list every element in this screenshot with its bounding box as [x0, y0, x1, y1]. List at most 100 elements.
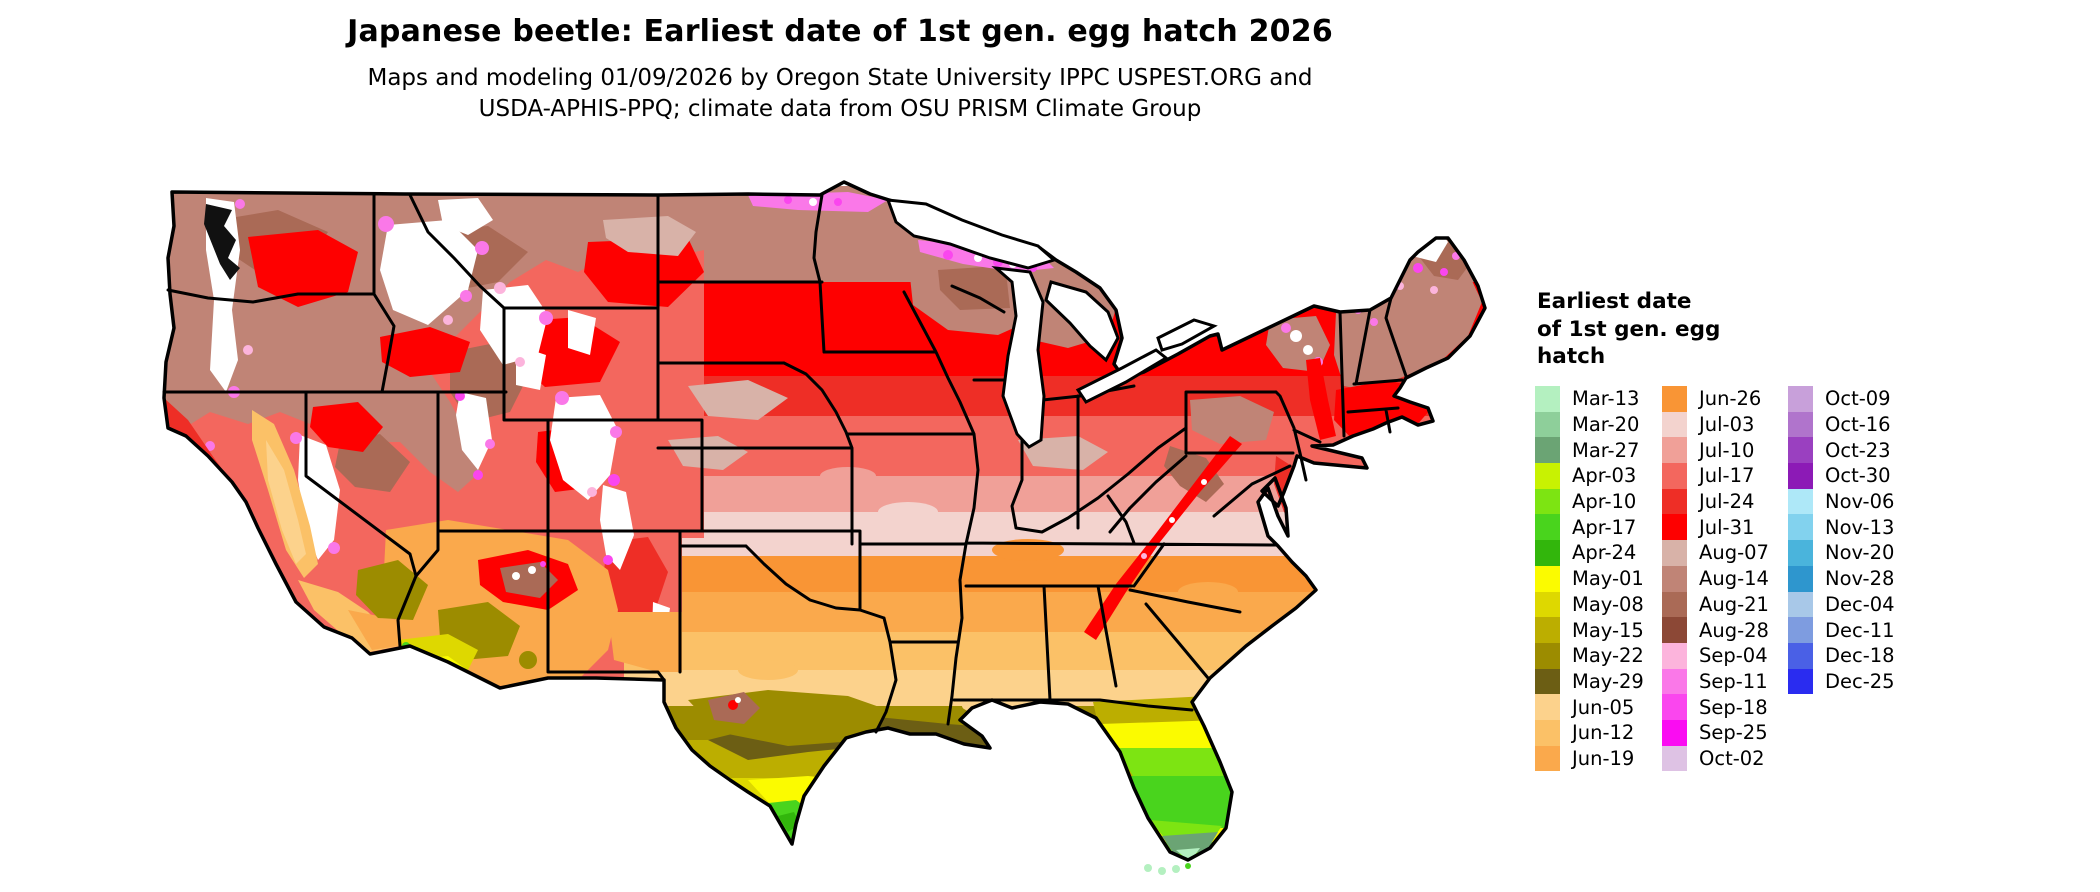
legend-label: Jun-12	[1572, 721, 1635, 745]
figure-subtitle: Maps and modeling 01/09/2026 by Oregon S…	[0, 63, 1680, 125]
legend-swatch	[1662, 745, 1687, 772]
legend-label: Aug-28	[1699, 618, 1769, 642]
region-socal-orange	[348, 610, 410, 650]
legend-item: Dec-25	[1788, 668, 1895, 695]
legend-swatch	[1535, 642, 1560, 669]
legend-label: Aug-21	[1699, 592, 1769, 616]
legend-item: Aug-07	[1662, 540, 1769, 566]
terrain-speck	[328, 542, 340, 554]
legend-label: Jul-10	[1699, 438, 1755, 462]
region-allegheny-brown	[1190, 396, 1274, 444]
legend-swatch	[1662, 617, 1687, 643]
legend-swatch	[1662, 386, 1687, 412]
region-wind-river-nodata	[516, 345, 546, 390]
legend-swatch	[1535, 591, 1560, 618]
legend-label: Jul-03	[1699, 413, 1755, 437]
legend-label: May-15	[1572, 618, 1644, 642]
legend-item: Nov-13	[1788, 514, 1895, 541]
legend-label: Sep-25	[1699, 721, 1768, 745]
region-west-virginia-brown	[1164, 446, 1224, 502]
legend-label: May-29	[1572, 669, 1644, 693]
terrain-speck	[235, 199, 245, 209]
legend-swatch	[1535, 540, 1560, 566]
legend-item: Oct-23	[1788, 437, 1895, 464]
legend-item: Oct-02	[1662, 745, 1769, 772]
terrain-speck	[610, 426, 622, 438]
legend-item: Apr-17	[1535, 514, 1644, 541]
legend-column-2: Jun-26 Jul-03 Jul-10 Jul-17 Jul-24 Jul-31 Aug-…	[1662, 386, 1769, 772]
legend-label: Mar-20	[1572, 413, 1640, 437]
legend-item: Nov-28	[1788, 565, 1895, 592]
region-northern-new-england-brown	[1334, 224, 1482, 390]
legend-swatch	[1788, 642, 1813, 669]
band-jog	[878, 502, 938, 522]
legend-label: Nov-13	[1825, 515, 1895, 539]
legend-label: Oct-30	[1825, 464, 1891, 488]
terrain-speck	[1303, 345, 1313, 355]
lake-ontario	[1156, 318, 1218, 352]
legend-item: Sep-25	[1662, 719, 1769, 746]
legend-item: Sep-18	[1662, 694, 1769, 720]
terrain-speck	[834, 198, 842, 206]
legend-label: Dec-25	[1825, 669, 1895, 693]
region-minnesota-north-magenta	[748, 192, 888, 212]
legend-swatch	[1535, 719, 1560, 746]
legend-label: Nov-28	[1825, 567, 1895, 591]
region-appalachian-red-streak	[1084, 436, 1242, 640]
legend-item: Jul-31	[1662, 514, 1769, 541]
map-raster-layers	[164, 186, 1485, 860]
florida-keys-dot	[1185, 863, 1191, 869]
legend-column-3: Oct-09 Oct-16 Oct-23 Oct-30 Nov-06 Nov-13 Nov-…	[1788, 386, 1895, 695]
legend-swatch	[1535, 617, 1560, 643]
terrain-speck	[809, 198, 817, 206]
legend-item: Jun-12	[1535, 719, 1644, 746]
legend-label: Sep-18	[1699, 695, 1768, 719]
region-florida-sage-tip	[1162, 832, 1218, 854]
legend-swatch	[1662, 488, 1687, 515]
legend-item: Jun-26	[1662, 386, 1769, 412]
band-jog	[820, 467, 876, 485]
figure-title: Japanese beetle: Earliest date of 1st ge…	[347, 14, 1333, 49]
terrain-speck	[943, 250, 953, 260]
region-florida-mint-tip	[1176, 848, 1200, 860]
legend-swatch	[1535, 463, 1560, 489]
legend-item: Jul-17	[1662, 463, 1769, 489]
terrain-speck	[608, 474, 620, 486]
legend-swatch	[1662, 591, 1687, 618]
region-montana-dusty-pink	[603, 216, 696, 256]
terrain-speck	[555, 391, 569, 405]
legend-item: Sep-04	[1662, 642, 1769, 669]
legend-swatch	[1788, 437, 1813, 464]
us-choropleth-map	[162, 180, 1487, 875]
legend-item: Oct-30	[1788, 463, 1895, 489]
legend-label: Apr-24	[1572, 541, 1637, 565]
region-hudson-valley-red	[1306, 358, 1336, 440]
legend-swatch	[1535, 668, 1560, 695]
region-columbia-basin-red	[248, 230, 358, 307]
legend-swatch	[1662, 463, 1687, 489]
florida-keys-dot	[1158, 867, 1166, 875]
terrain-speck	[603, 555, 613, 565]
region-florida-chartreuse	[1116, 748, 1234, 776]
legend-item: Sep-11	[1662, 668, 1769, 695]
legend-item: May-22	[1535, 642, 1644, 669]
legend-label: Aug-07	[1699, 541, 1769, 565]
region-mogollon-brown	[500, 562, 558, 598]
region-mojave-olive	[356, 560, 428, 620]
legend-swatch	[1662, 694, 1687, 720]
legend-label: Oct-09	[1825, 387, 1891, 411]
region-nebraska-dusty-pink	[668, 436, 748, 470]
terrain-speck	[1440, 268, 1448, 276]
legend-item: Dec-18	[1788, 642, 1895, 669]
legend-item: May-15	[1535, 617, 1644, 643]
terrain-speck	[587, 487, 597, 497]
legend-item: Nov-06	[1788, 488, 1895, 515]
legend-item: Apr-03	[1535, 463, 1644, 489]
terrain-speck	[431, 669, 441, 679]
legend-swatch	[1788, 514, 1813, 541]
region-wasatch-nodata	[456, 392, 492, 470]
legend-label: Jul-31	[1699, 515, 1755, 539]
terrain-speck	[1201, 479, 1207, 485]
figure-header: Japanese beetle: Earliest date of 1st ge…	[0, 14, 1680, 125]
